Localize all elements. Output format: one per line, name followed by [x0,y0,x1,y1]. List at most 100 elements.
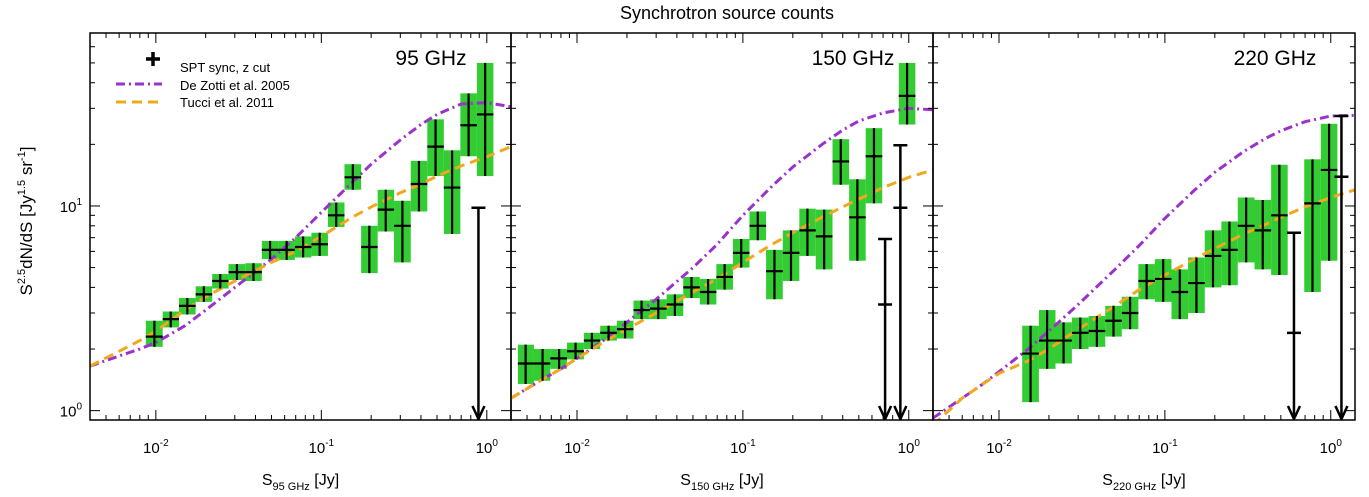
x-tick-label: 100 [1320,438,1343,457]
x-tick-label-base: 10 [986,440,1003,457]
de-zotti-model-line [90,101,511,368]
data-point-marker [410,160,428,212]
x-tick-label: 10-1 [730,438,756,457]
data-point-marker [261,240,279,260]
x-tick-label: 100 [476,438,499,457]
data-point-marker [361,225,378,274]
y-tick-label-base: 10 [60,404,77,421]
x-tick-label: 10-1 [1152,438,1178,457]
data-point-marker [583,332,601,350]
data-point-marker [666,294,684,316]
data-point-marker [566,342,584,360]
upper-limit-arrow [1286,231,1301,418]
ylabel-rest: dN/dS [Jy [17,195,36,269]
legend: SPT sync, z cut De Zotti et al. 2005 Tuc… [116,52,290,110]
data-point-marker [1038,310,1056,369]
data-point-marker [1105,305,1122,337]
y-tick-label-base: 10 [60,199,77,216]
x-tick-label-exponent: -2 [1003,438,1012,449]
x-axis-label: S95 GHz [Jy] [262,472,339,493]
de-zotti-model-line [511,106,933,400]
legend-label-spt: SPT sync, z cut [180,60,270,75]
data-point-marker [1204,230,1222,288]
data-point-marker [195,286,213,302]
data-point-marker [1304,159,1321,292]
x-tick-label-base: 10 [730,440,747,457]
axis-ticks [89,32,511,421]
panel-frequency-label: 220 GHz [1234,47,1317,70]
x-axis-label: S150 GHz [Jy] [680,472,763,493]
data-point-marker [460,93,477,157]
x-tick-label-base: 10 [564,440,581,457]
data-point-marker [799,208,816,256]
panel-data-layer [933,113,1355,420]
x-tick-label-base: 10 [309,440,326,457]
data-point-marker [1171,269,1189,320]
panel-data-layer [90,62,511,420]
x-tick-label: 10-2 [986,438,1012,457]
data-point-marker [1022,325,1039,403]
x-tick-label-base: 10 [1320,440,1337,457]
data-point-marker [633,300,650,320]
data-point-marker [1221,221,1238,286]
panel-frequency-label: 95 GHz [395,47,466,70]
x-tick-label-exponent: -1 [325,438,334,449]
upper-limit-arrow [893,143,908,418]
x-tick-label-exponent: -1 [1169,438,1178,449]
data-point-marker [1055,322,1072,364]
y-axis-label: S2.5dN/dS [Jy1.5 sr-1] [16,146,36,295]
upper-limit-arrow [471,206,486,418]
x-tick-label-base: 10 [898,440,915,457]
data-point-marker [377,189,395,232]
data-point-marker [699,278,717,305]
axis-ticks [510,32,933,421]
data-point-marker [1138,264,1155,300]
x-axis-label-main: S [262,472,273,489]
data-point-marker [1071,317,1089,350]
legend-label-tucci: Tucci et al. 2011 [180,95,274,110]
x-tick-label-exponent: 0 [1336,438,1342,449]
ylabel-mid: sr [17,161,36,180]
data-point-marker [782,230,800,281]
data-point-marker [749,211,767,241]
upper-limit-arrowhead [471,405,486,420]
data-point-marker [1188,257,1205,313]
data-point-marker [245,263,262,281]
data-point-marker [394,200,411,263]
data-point-marker [716,264,733,290]
data-point-marker [1121,296,1139,330]
panel-data-layer [511,62,933,420]
x-tick-label: 10-1 [309,438,335,457]
tucci-model-line [936,188,1355,420]
upper-limit-arrow [1334,114,1349,418]
y-tick-label: 101 [60,197,83,216]
x-axis-label-main: S [680,472,691,489]
data-point-marker [1271,164,1288,275]
data-point-marker [145,320,163,347]
x-tick-label: 10-2 [564,438,590,457]
data-point-marker [212,274,229,289]
data-point-marker [517,344,534,384]
data-point-marker [443,150,461,234]
data-point-marker [649,299,667,320]
tucci-model-line [90,145,511,368]
y-tick-label: 100 [60,402,83,421]
ylabel-sup3: -1 [16,151,28,161]
x-tick-label-exponent: 0 [914,438,920,449]
x-tick-label-exponent: -1 [747,438,756,449]
data-point-marker [1320,123,1338,261]
data-point-marker [327,202,345,227]
x-axis-label-units: [Jy] [310,472,339,489]
x-axis-label-sub: 95 GHz [273,481,310,493]
data-point-marker [849,179,866,261]
x-tick-label-exponent: -2 [160,438,169,449]
x-axis-label-units: [Jy] [734,472,763,489]
legend-marker-cross [146,52,160,66]
x-axis-label-units: [Jy] [1156,472,1185,489]
data-point-marker [865,128,883,204]
